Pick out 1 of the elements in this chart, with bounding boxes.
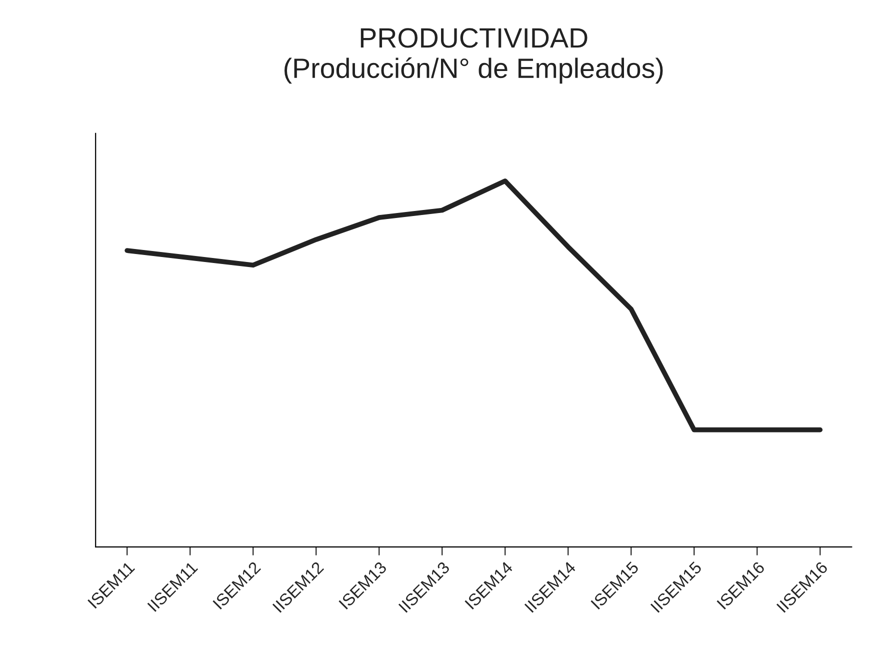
chart-title: PRODUCTIVIDAD (Producción/N° de Empleados) [284,28,663,84]
